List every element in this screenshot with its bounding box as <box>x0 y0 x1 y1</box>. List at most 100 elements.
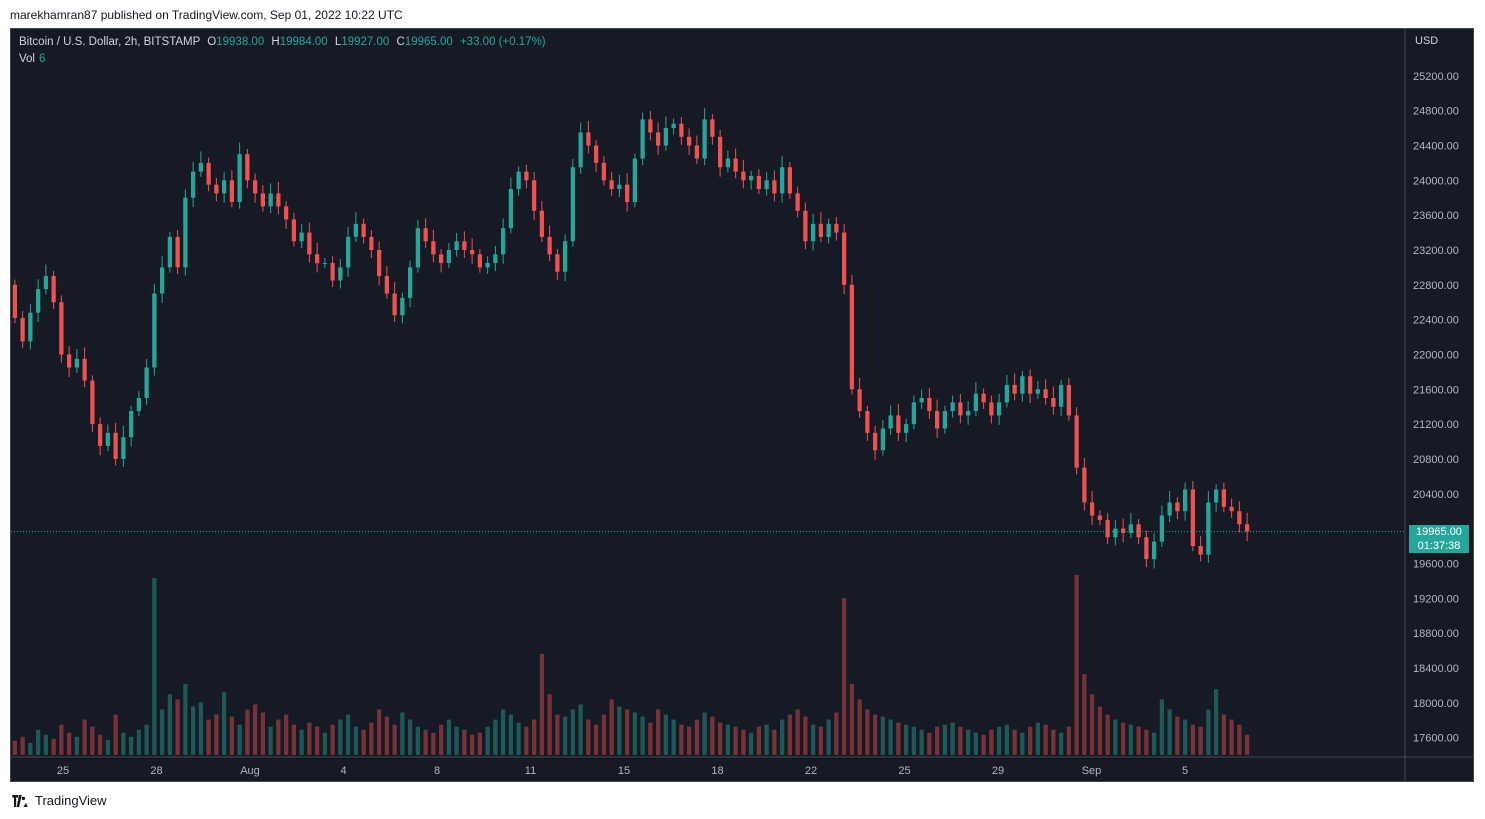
volume-bar <box>415 726 421 755</box>
open-value: 19938.00 <box>216 36 265 48</box>
x-tick-label: Sep <box>1082 765 1102 777</box>
candle-body <box>1175 502 1180 512</box>
candle-body <box>826 223 831 237</box>
volume-bar <box>547 694 552 755</box>
volume-bar <box>1244 734 1250 755</box>
volume-bar <box>717 722 723 755</box>
volume-bar <box>353 726 359 755</box>
volume-bar <box>733 726 738 755</box>
candle-body <box>694 145 700 159</box>
y-tick-label: 22000.00 <box>1413 349 1459 361</box>
volume-bar <box>880 716 886 755</box>
volume-bar <box>609 699 614 755</box>
volume-bar <box>291 724 297 755</box>
volume-bar <box>1051 729 1056 755</box>
volume-bar <box>539 653 545 755</box>
close-label: C <box>396 36 405 48</box>
candle-body <box>307 232 312 255</box>
candle-body <box>1190 489 1196 547</box>
published-by-text: marekhamran87 published on TradingView.c… <box>10 8 403 22</box>
candle-body <box>1020 376 1025 394</box>
volume-bar <box>454 726 459 755</box>
volume-bar <box>1043 724 1048 755</box>
volume-bar <box>136 729 142 755</box>
volume-bar <box>531 719 537 755</box>
candle-body <box>1051 398 1056 407</box>
candle-body <box>1012 384 1017 394</box>
volume-bar <box>307 722 312 755</box>
candle-body <box>330 263 335 281</box>
volume-bar <box>74 736 80 755</box>
volume-bar <box>1020 732 1025 755</box>
volume-bar <box>314 726 320 755</box>
candle-body <box>260 193 266 207</box>
volume-bar <box>152 578 157 755</box>
footer-brand-text: TradingView <box>35 793 107 808</box>
candle-body <box>593 145 599 163</box>
volume-bar <box>655 709 661 755</box>
candle-body <box>787 167 793 194</box>
volume-bar <box>1074 575 1079 755</box>
volume-bar <box>1066 726 1072 755</box>
candle-body <box>454 241 459 250</box>
candle-body <box>1244 524 1250 532</box>
candle-body <box>198 162 204 172</box>
candle-body <box>1128 524 1134 533</box>
volume-bar <box>97 734 103 755</box>
volume-bar <box>90 726 95 755</box>
candle-body <box>1066 384 1072 416</box>
volume-bar <box>485 726 490 755</box>
footer-brand[interactable]: TradingView <box>10 793 107 808</box>
candle-body <box>655 132 661 146</box>
candle-body <box>648 119 653 133</box>
volume-label[interactable]: Vol <box>19 53 35 65</box>
volume-bar <box>423 729 428 755</box>
candle-body <box>1035 389 1041 394</box>
candle-body <box>880 428 886 451</box>
x-tick-label: 5 <box>1182 765 1188 777</box>
candle-body <box>206 162 211 185</box>
volume-bar <box>826 719 831 755</box>
volume-bar <box>1128 724 1134 755</box>
currency-label[interactable]: USD <box>1415 35 1439 47</box>
volume-bar <box>400 712 405 755</box>
volume-bar <box>865 709 870 755</box>
volume-bar <box>1190 724 1196 755</box>
volume-bar <box>1097 706 1103 755</box>
candle-body <box>477 254 483 268</box>
symbol-title[interactable]: Bitcoin / U.S. Dollar, 2h, BITSTAMP <box>19 36 201 48</box>
volume-bar <box>1206 709 1211 755</box>
volume-bar <box>469 734 475 755</box>
volume-bar <box>175 699 180 755</box>
volume-bar <box>911 726 917 755</box>
volume-bar <box>1113 719 1118 755</box>
chart-area[interactable]: 17600.00 18000.00 18400.00 18800.00 19200.00… <box>10 28 1474 782</box>
volume-bar <box>810 724 816 755</box>
x-tick-label: 18 <box>711 765 723 777</box>
candle-body <box>795 193 800 211</box>
candle-body <box>911 402 917 425</box>
candle-body <box>1144 537 1149 560</box>
y-tick-label: 20400.00 <box>1413 489 1459 501</box>
candle-body <box>493 254 498 264</box>
candle-body <box>113 432 118 459</box>
candle-body <box>1221 489 1227 507</box>
x-tick-label: 22 <box>805 765 817 777</box>
x-tick-label: 4 <box>340 765 346 777</box>
volume-bar <box>1058 732 1064 755</box>
volume-bar <box>338 719 343 755</box>
candle-body <box>291 219 297 242</box>
candle-body <box>314 254 320 264</box>
volume-bar <box>1175 716 1180 755</box>
last-price-badge: 19965.00 <box>1409 524 1469 539</box>
candle-body <box>601 162 607 181</box>
candlestick-chart[interactable]: 17600.00 18000.00 18400.00 18800.00 19200.00… <box>11 29 1474 782</box>
candle-body <box>1058 384 1064 407</box>
candle-body <box>586 132 591 146</box>
volume-bar <box>671 719 676 755</box>
volume-bar <box>283 714 289 755</box>
candle-body <box>841 232 847 285</box>
candle-body <box>338 267 343 281</box>
volume-bar <box>229 716 235 755</box>
volume-bar <box>772 729 777 755</box>
